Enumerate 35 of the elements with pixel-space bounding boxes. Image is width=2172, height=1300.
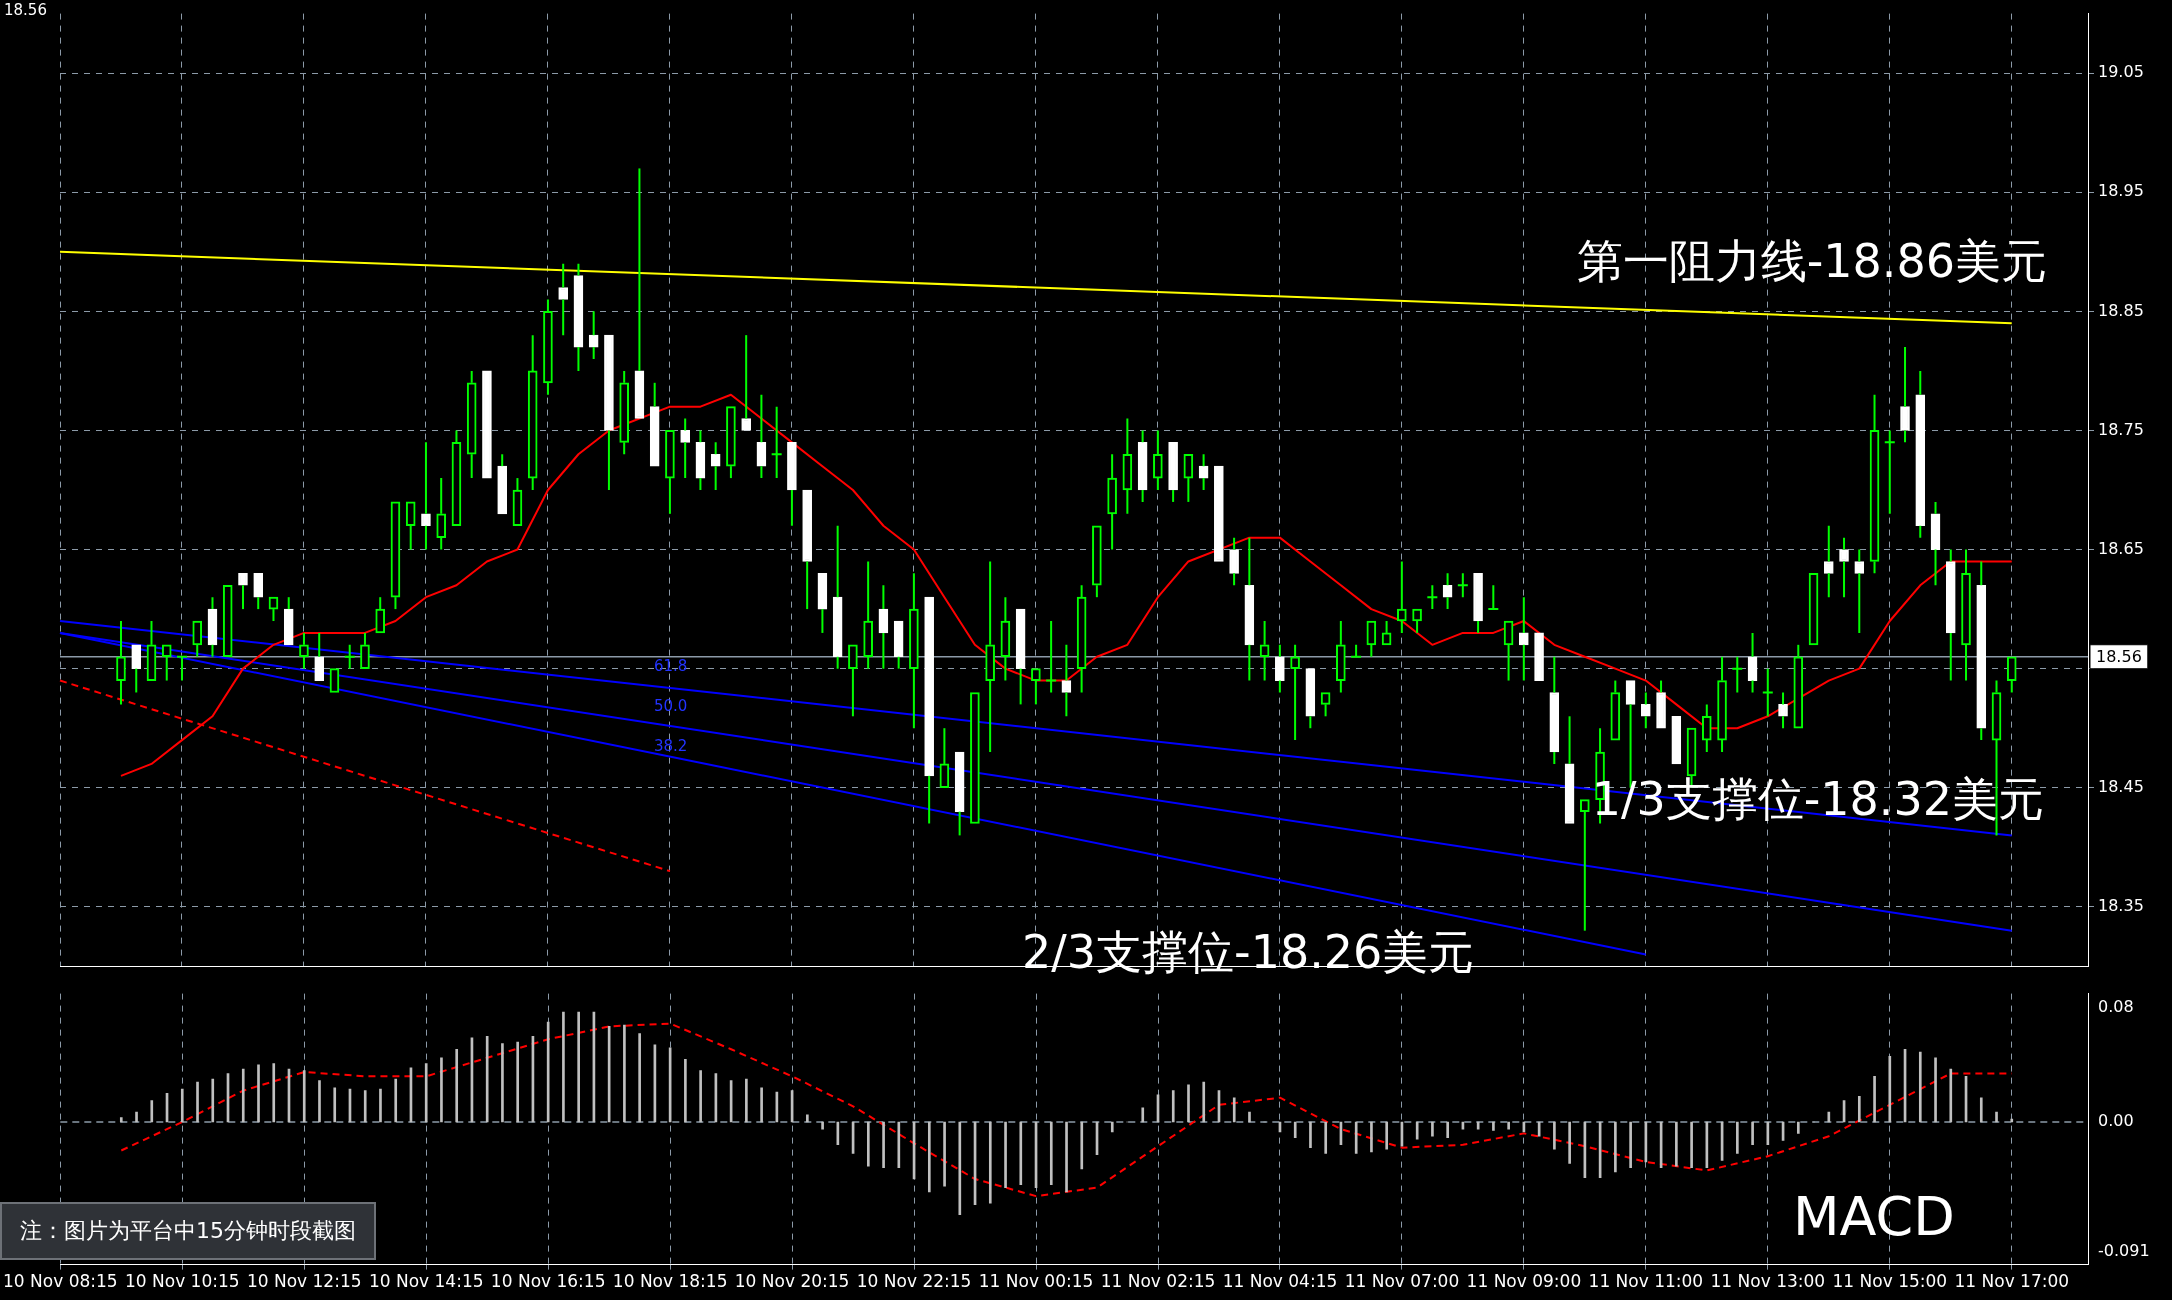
x-tick-label: 10 Nov 22:15 (856, 1271, 972, 1292)
y-tick-label: -0.091 (2098, 1240, 2150, 1260)
x-tick-label: 11 Nov 13:00 (1710, 1271, 1826, 1292)
y-tick-label: 18.65 (2098, 538, 2144, 558)
y-tick-label: 18.95 (2098, 181, 2144, 201)
x-tick-label: 10 Nov 08:15 (3, 1271, 118, 1292)
y-tick-label: 18.85 (2098, 300, 2144, 320)
y-tick-label: 0.00 (2098, 1111, 2134, 1131)
ref-line-label: 18.56 (2096, 646, 2142, 666)
annotation: 38.2 (654, 736, 688, 755)
x-tick-label: 11 Nov 15:00 (1832, 1271, 1948, 1292)
x-tick-label: 11 Nov 07:00 (1344, 1271, 1460, 1292)
text: 18.56 (4, 1, 47, 20)
y-tick-label: 19.05 (2098, 62, 2144, 82)
x-tick-label: 10 Nov 12:15 (246, 1271, 362, 1292)
y-tick-label: 18.75 (2098, 419, 2144, 439)
x-tick-label: 11 Nov 11:00 (1588, 1271, 1704, 1292)
x-tick-label: 11 Nov 02:15 (1100, 1271, 1216, 1292)
x-tick-label: 11 Nov 04:15 (1222, 1271, 1338, 1292)
y-tick-label: 0.08 (2098, 997, 2134, 1017)
x-tick-label: 10 Nov 14:15 (368, 1271, 484, 1292)
x-tick-label: 10 Nov 20:15 (734, 1271, 850, 1292)
y-tick-label: 18.45 (2098, 776, 2144, 796)
x-tick-label: 10 Nov 16:15 (490, 1271, 606, 1292)
x-tick-label: 11 Nov 00:15 (978, 1271, 1094, 1292)
x-tick-label: 10 Nov 18:15 (612, 1271, 728, 1292)
x-tick-label: 11 Nov 09:00 (1466, 1271, 1582, 1292)
x-tick-label: 10 Nov 10:15 (124, 1271, 240, 1292)
annotation: 61.8 (654, 656, 688, 675)
annotation: 50.0 (654, 696, 688, 715)
annotation: 注：图片为平台中15分钟时段截图 (0, 1202, 376, 1260)
x-tick-label: 11 Nov 17:00 (1954, 1271, 2070, 1292)
y-tick-label: 18.35 (2098, 896, 2144, 916)
annotation: MACD (1793, 1185, 1955, 1248)
annotation: 第一阻力线-18.86美元 (1576, 234, 2047, 288)
